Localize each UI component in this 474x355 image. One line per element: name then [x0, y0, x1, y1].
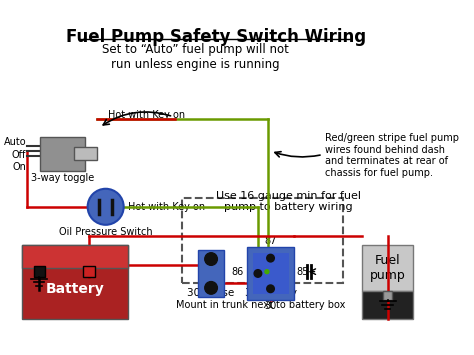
- Text: Set to “Auto” fuel pump will not
run unless engine is running: Set to “Auto” fuel pump will not run unl…: [102, 43, 289, 71]
- Text: 30A Relay: 30A Relay: [245, 288, 297, 298]
- Bar: [247, 247, 294, 300]
- Text: Battery: Battery: [46, 282, 104, 296]
- Text: 86: 86: [231, 267, 244, 277]
- Circle shape: [254, 269, 263, 278]
- Bar: [363, 291, 413, 318]
- Bar: [22, 245, 128, 318]
- Text: 30: 30: [264, 301, 277, 311]
- Text: Red/green stripe fuel pump
wires found behind dash
and terminates at rear of
cha: Red/green stripe fuel pump wires found b…: [325, 133, 459, 178]
- Bar: [253, 253, 289, 294]
- Circle shape: [88, 189, 124, 225]
- Text: Fuel
pump: Fuel pump: [370, 254, 406, 282]
- Bar: [74, 147, 97, 160]
- Bar: [182, 198, 343, 283]
- Bar: [363, 245, 413, 291]
- Bar: [199, 250, 224, 297]
- Text: Hot with Key on: Hot with Key on: [109, 110, 185, 120]
- Text: Auto
Off
On: Auto Off On: [4, 137, 27, 172]
- Text: 87: 87: [264, 235, 277, 246]
- Circle shape: [205, 253, 218, 265]
- Text: Hot with Key on: Hot with Key on: [128, 202, 205, 212]
- Circle shape: [266, 253, 275, 263]
- Text: 30A Fuse: 30A Fuse: [187, 288, 235, 298]
- Circle shape: [264, 269, 270, 274]
- Bar: [40, 137, 85, 171]
- Bar: [383, 291, 392, 300]
- Bar: [34, 266, 46, 277]
- Text: Mount in trunk next to battery box: Mount in trunk next to battery box: [176, 300, 346, 311]
- Bar: [22, 245, 128, 268]
- Text: Use 16 gauge min for fuel
pump to battery wiring: Use 16 gauge min for fuel pump to batter…: [216, 191, 361, 212]
- Text: 85: 85: [297, 267, 309, 277]
- Circle shape: [205, 282, 218, 294]
- Text: 3-way toggle: 3-way toggle: [31, 173, 94, 182]
- Bar: [83, 266, 95, 277]
- Circle shape: [266, 284, 275, 293]
- Text: Oil Pressure Switch: Oil Pressure Switch: [59, 226, 153, 236]
- Text: Fuel Pump Safety Switch Wiring: Fuel Pump Safety Switch Wiring: [65, 28, 365, 47]
